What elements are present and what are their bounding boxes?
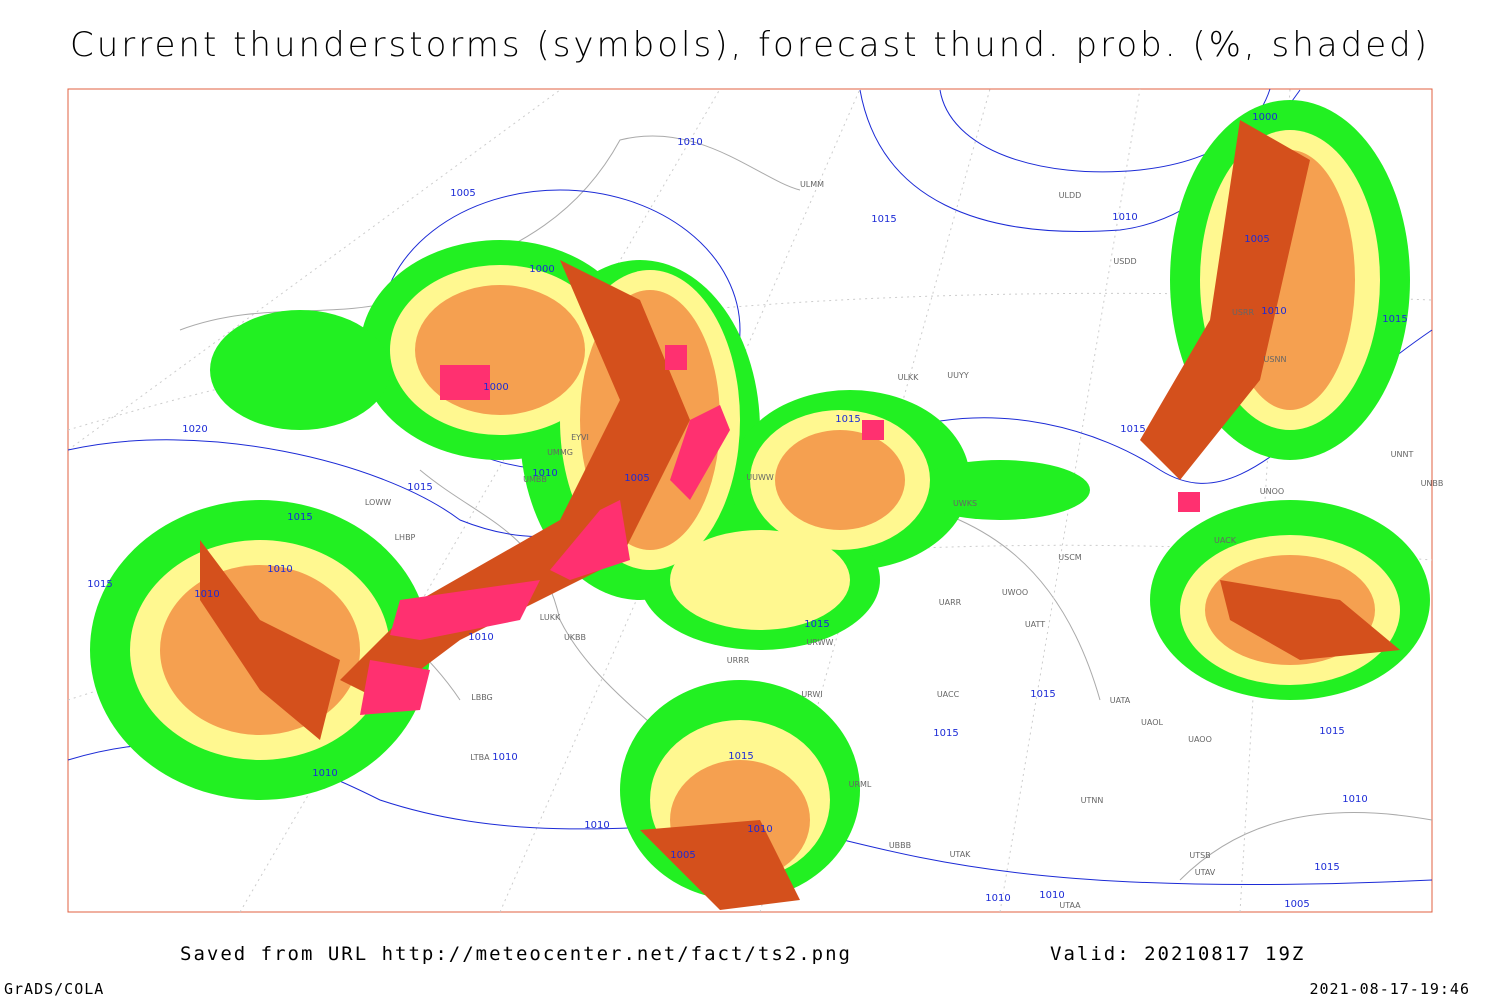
station-label: URWW	[807, 638, 834, 647]
station-label: UUWW	[746, 473, 774, 482]
isobar-label: 1015	[1314, 862, 1339, 873]
isobar-label: 1015	[1030, 689, 1055, 700]
timestamp: 2021-08-17-19:46	[1310, 980, 1471, 998]
station-label: UNNT	[1391, 450, 1414, 459]
station-label: LTBA	[470, 753, 490, 762]
isobar-label: 1015	[1120, 424, 1145, 435]
station-label: UMMG	[547, 448, 573, 457]
isobar-label: 1015	[1382, 314, 1407, 325]
station-label: UUYY	[947, 371, 969, 380]
station-label: ULMM	[800, 180, 824, 189]
valid-time: Valid: 20210817 19Z	[1050, 943, 1305, 965]
isobar-label: 1015	[407, 482, 432, 493]
isobar-label: 1010	[194, 589, 219, 600]
isobar-label: 1010	[1112, 212, 1137, 223]
isobar-label: 1010	[1261, 306, 1286, 317]
station-label: LUKK	[540, 613, 561, 622]
station-label: LOWW	[365, 498, 391, 507]
isobar-label: 1000	[483, 382, 508, 393]
probability-shading	[90, 100, 1430, 910]
station-label: UTAV	[1195, 868, 1216, 877]
isobar-label: 1015	[835, 414, 860, 425]
station-label: USDD	[1113, 257, 1136, 266]
isobar-label: 1015	[1319, 726, 1344, 737]
station-label: UTSB	[1189, 851, 1210, 860]
isobar-label: 1010	[985, 893, 1010, 904]
station-label: URRR	[727, 656, 750, 665]
isobar-label: 1010	[468, 632, 493, 643]
station-label: UKBB	[564, 633, 586, 642]
station-label: LHBP	[395, 533, 416, 542]
isobar-label: 1010	[492, 752, 517, 763]
station-label: USRR	[1232, 308, 1254, 317]
station-label: UAOL	[1141, 718, 1163, 727]
station-labels: ULMM ULDD USDD UUYY ULKK UUWW UMMG UMBB EYVI LOWW…	[365, 180, 1444, 910]
isobar-label: 1010	[532, 468, 557, 479]
station-label: UTAK	[950, 850, 972, 859]
station-label: UWOO	[1002, 588, 1028, 597]
station-label: UAOO	[1188, 735, 1212, 744]
station-label: URML	[849, 780, 872, 789]
isobar-label: 1020	[182, 424, 207, 435]
station-label: UMBB	[523, 475, 547, 484]
isobar-label: 1010	[584, 820, 609, 831]
isobar-label: 1010	[312, 768, 337, 779]
station-label: UTAA	[1059, 901, 1081, 910]
station-label: UATA	[1110, 696, 1131, 705]
station-label: EYVI	[571, 433, 589, 442]
station-label: UNBB	[1421, 479, 1444, 488]
station-label: USNN	[1264, 355, 1287, 364]
source-url: Saved from URL http://meteocenter.net/fa…	[180, 943, 852, 965]
station-label: LBBG	[471, 693, 493, 702]
isobar-label: 1005	[624, 473, 649, 484]
station-label: UNOO	[1260, 487, 1284, 496]
isobar-label: 1015	[87, 579, 112, 590]
isobar-label: 1010	[1039, 890, 1064, 901]
station-label: ULKK	[898, 373, 920, 382]
isobar-label: 1005	[670, 850, 695, 861]
isobar-label: 1000	[529, 264, 554, 275]
isobar-label: 1010	[1342, 794, 1367, 805]
isobar-label: 1015	[287, 512, 312, 523]
station-label: UTNN	[1081, 796, 1104, 805]
isobar-label: 1015	[871, 214, 896, 225]
station-label: USCM	[1058, 553, 1082, 562]
title: Current thunderstorms (symbols), forecas…	[70, 25, 1430, 65]
software: GrADS/COLA	[4, 980, 104, 998]
isobar-label: 1015	[804, 619, 829, 630]
station-label: ULDD	[1059, 191, 1082, 200]
isobar-label: 1015	[933, 728, 958, 739]
station-label: UACK	[1214, 536, 1237, 545]
isobar-label: 1005	[450, 188, 475, 199]
station-label: UACC	[937, 690, 960, 699]
isobar-label: 1010	[267, 564, 292, 575]
station-label: UBBB	[889, 841, 911, 850]
station-label: UATT	[1025, 620, 1045, 629]
station-label: UARR	[939, 598, 962, 607]
station-label: UWKS	[953, 499, 977, 508]
isobar-label: 1005	[1284, 899, 1309, 910]
station-label: URWI	[801, 690, 822, 699]
isobar-label: 1005	[1244, 234, 1269, 245]
isobar-label: 1010	[747, 824, 772, 835]
isobar-label: 1000	[1252, 112, 1277, 123]
isobar-labels: 1010 1005 1000 1000 1015 1010 1000 1005 1010 1015…	[87, 112, 1407, 910]
isobar-label: 1015	[728, 751, 753, 762]
map: 1010 1005 1000 1000 1015 1010 1000 1005 1010 1015…	[67, 88, 1444, 913]
isobar-label: 1010	[677, 137, 702, 148]
